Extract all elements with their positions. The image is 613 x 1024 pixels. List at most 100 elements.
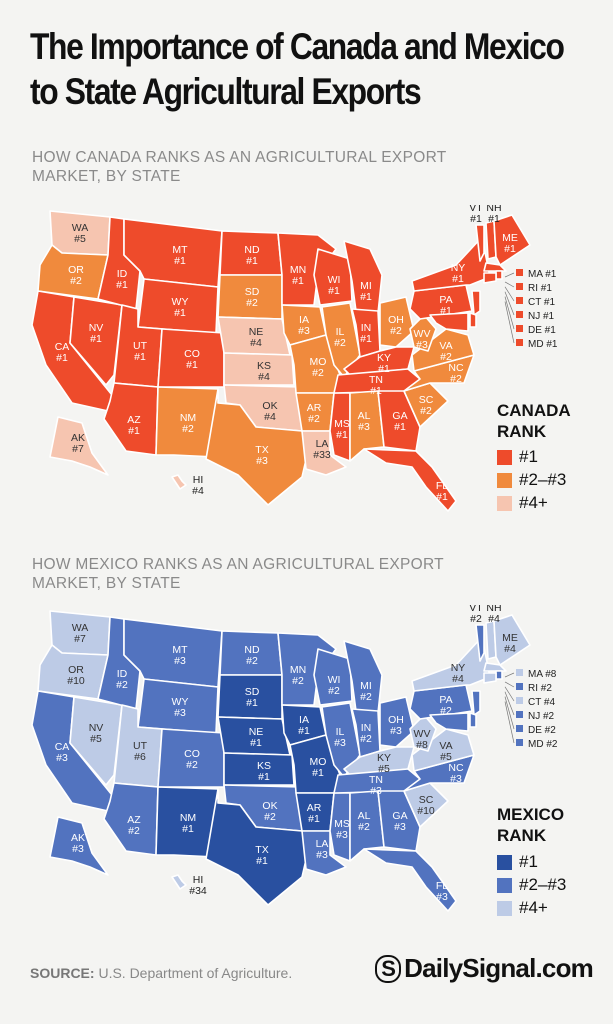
state-label-tn: TN xyxy=(369,374,383,386)
state-label-wv: WV xyxy=(414,728,431,740)
state-me xyxy=(493,214,531,266)
state-ga xyxy=(377,390,421,452)
state-label-az: AZ xyxy=(127,414,141,426)
state-nj xyxy=(471,690,481,716)
state-label-ak: AK xyxy=(71,432,85,444)
state-label-md: MD #1 xyxy=(528,339,558,350)
legend-swatch xyxy=(497,449,512,465)
state-rank-me: #4 xyxy=(504,643,516,655)
leader-line xyxy=(504,286,515,302)
state-rank-wa: #5 xyxy=(74,233,86,245)
state-ga xyxy=(377,790,421,852)
legend-swatch xyxy=(497,472,512,488)
state-rank-ms: #3 xyxy=(336,829,348,841)
state-rank-ky: #1 xyxy=(378,363,390,375)
state-label-me: ME xyxy=(502,632,518,644)
state-key-de xyxy=(516,325,523,332)
state-label-oh: OH xyxy=(388,314,404,326)
mexico-legend-item-2: #2–#3 xyxy=(497,875,566,895)
state-rank-pa: #2 xyxy=(440,705,452,717)
state-vt xyxy=(475,224,485,262)
state-rank-nm: #1 xyxy=(182,823,194,835)
state-rank-wi: #1 xyxy=(328,285,340,297)
state-vt xyxy=(475,624,485,662)
state-rank-sd: #2 xyxy=(246,297,258,309)
canada-legend-title: CANADA RANK xyxy=(497,401,571,441)
state-label-mt: MT xyxy=(172,244,188,256)
state-label-ut: UT xyxy=(133,740,148,752)
state-rank-ky: #5 xyxy=(378,763,390,775)
leader-line xyxy=(504,681,515,688)
state-key-ma xyxy=(516,269,523,276)
state-label-ar: AR xyxy=(307,802,322,814)
state-ct xyxy=(483,272,497,284)
state-rank-hi: #4 xyxy=(192,485,204,497)
leader-line xyxy=(504,301,515,344)
state-label-nj: NJ #1 xyxy=(528,311,555,322)
state-label-hi: HI xyxy=(193,474,204,486)
state-label-tx: TX xyxy=(255,444,268,456)
state-label-or: OR xyxy=(68,664,84,676)
state-label-de: DE #2 xyxy=(528,725,556,736)
state-rank-or: #10 xyxy=(67,675,85,687)
state-key-md xyxy=(516,339,523,346)
state-rank-mt: #1 xyxy=(174,255,186,267)
state-label-fl: FL xyxy=(436,880,448,892)
state-label-wa: WA xyxy=(72,222,89,234)
state-rank-wi: #2 xyxy=(328,685,340,697)
state-label-il: IL xyxy=(336,726,345,738)
state-label-ne: NE xyxy=(249,726,264,738)
state-nm xyxy=(155,386,219,458)
state-rank-id: #2 xyxy=(116,679,128,691)
state-label-wy: WY xyxy=(172,696,189,708)
state-label-de: DE #1 xyxy=(528,325,556,336)
state-label-nj: NJ #2 xyxy=(528,711,555,722)
state-rank-nd: #1 xyxy=(246,255,258,267)
state-ks xyxy=(223,752,295,786)
state-label-co: CO xyxy=(184,748,200,760)
state-label-ny: NY xyxy=(451,662,466,674)
mexico-subtitle: HOW MEXICO RANKS AS AN AGRICULTURAL EXPO… xyxy=(32,556,444,592)
state-rank-oh: #2 xyxy=(390,325,402,337)
state-label-nc: NC xyxy=(448,762,464,774)
state-hi xyxy=(171,474,187,490)
state-rank-me: #1 xyxy=(504,243,516,255)
state-rank-mn: #2 xyxy=(292,675,304,687)
leader-line xyxy=(504,272,515,278)
state-rank-nd: #2 xyxy=(246,655,258,667)
state-rank-in: #1 xyxy=(360,333,372,345)
state-label-ca: CA xyxy=(55,741,70,753)
state-label-mo: MO xyxy=(310,756,327,768)
state-rank-ne: #1 xyxy=(250,737,262,749)
state-label-ia: IA xyxy=(299,314,309,326)
canada-rank-map: WA#5OR#2CA#1NV#1ID#1MT#1WY#1UT#1AZ#1CO#1… xyxy=(31,205,558,512)
state-rank-sc: #10 xyxy=(417,805,435,817)
state-ri xyxy=(495,270,503,280)
state-label-ut: UT xyxy=(133,340,148,352)
state-label-ma: MA #1 xyxy=(528,269,557,280)
leader-line xyxy=(504,686,515,702)
state-key-ri xyxy=(516,283,523,290)
state-label-id: ID xyxy=(117,668,128,680)
state-ks xyxy=(223,352,295,386)
state-rank-ca: #1 xyxy=(56,352,68,364)
state-rank-nc: #3 xyxy=(450,773,462,785)
state-label-ky: KY xyxy=(377,352,391,364)
state-key-de xyxy=(516,725,523,732)
state-rank-vt: #1 xyxy=(470,213,482,225)
state-label-sd: SD xyxy=(245,686,260,698)
state-ak xyxy=(49,416,109,476)
state-rank-or: #2 xyxy=(70,275,82,287)
state-rank-wa: #7 xyxy=(74,633,86,645)
state-key-ct xyxy=(516,697,523,704)
state-rank-nv: #5 xyxy=(90,733,102,745)
state-label-in: IN xyxy=(361,722,372,734)
state-ny xyxy=(411,636,491,692)
state-label-mn: MN xyxy=(290,264,306,276)
state-rank-fl: #3 xyxy=(436,891,448,903)
state-rank-mn: #1 xyxy=(292,275,304,287)
state-label-al: AL xyxy=(358,810,371,822)
state-label-sc: SC xyxy=(419,794,434,806)
state-wi xyxy=(313,648,353,706)
mexico-legend-item-3: #4+ xyxy=(497,898,548,918)
